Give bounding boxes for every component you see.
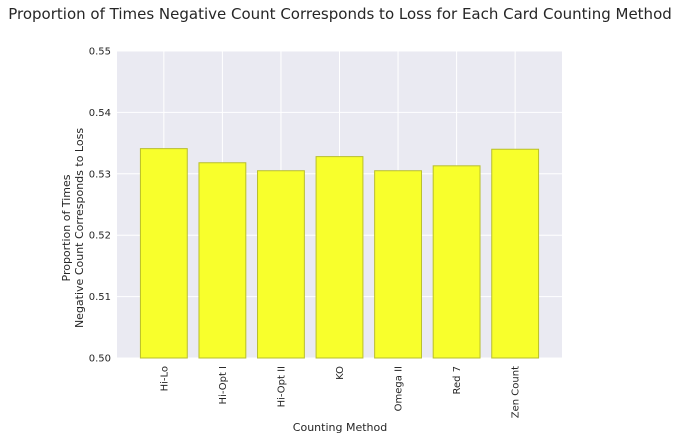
x-tick-label: Omega II [394, 366, 405, 411]
x-tick-label: Hi-Lo [159, 366, 170, 391]
bars [139, 148, 540, 359]
y-tick-label: 0.53 [89, 169, 111, 180]
bar-ko [315, 156, 364, 359]
x-tick-label: KO [335, 366, 346, 380]
x-axis-label: Counting Method [293, 421, 387, 434]
y-tick-label: 0.50 [89, 354, 111, 365]
x-tick-label: Red 7 [452, 366, 463, 395]
x-tick-label: Zen Count [511, 366, 522, 418]
y-axis-label-line-2: Negative Count Corresponds to Loss [73, 128, 86, 328]
x-tick-label: Hi-Opt I [218, 366, 229, 404]
bar-hi-opt-i [198, 162, 247, 359]
y-axis-label-line-1: Proportion of Times [60, 174, 73, 281]
bar-zen-count [491, 148, 540, 359]
y-tick-label: 0.52 [89, 231, 111, 242]
y-tick-label: 0.51 [89, 292, 111, 303]
y-tick-label: 0.54 [89, 108, 111, 119]
bar-hi-opt-ii [257, 170, 305, 359]
x-tick-label: Hi-Opt II [276, 366, 287, 407]
bar-omega-ii [374, 170, 422, 359]
chart-title: Proportion of Times Negative Count Corre… [8, 5, 672, 23]
y-axis-ticks: 0.50 0.51 0.52 0.53 0.54 0.55 [89, 47, 111, 365]
bar-hi-lo [139, 148, 188, 359]
bar-red-7 [432, 165, 481, 359]
y-tick-label: 0.55 [89, 47, 111, 58]
x-axis-ticks: Hi-Lo Hi-Opt I Hi-Opt II KO Omega II Red 7 Zen… [159, 366, 521, 418]
